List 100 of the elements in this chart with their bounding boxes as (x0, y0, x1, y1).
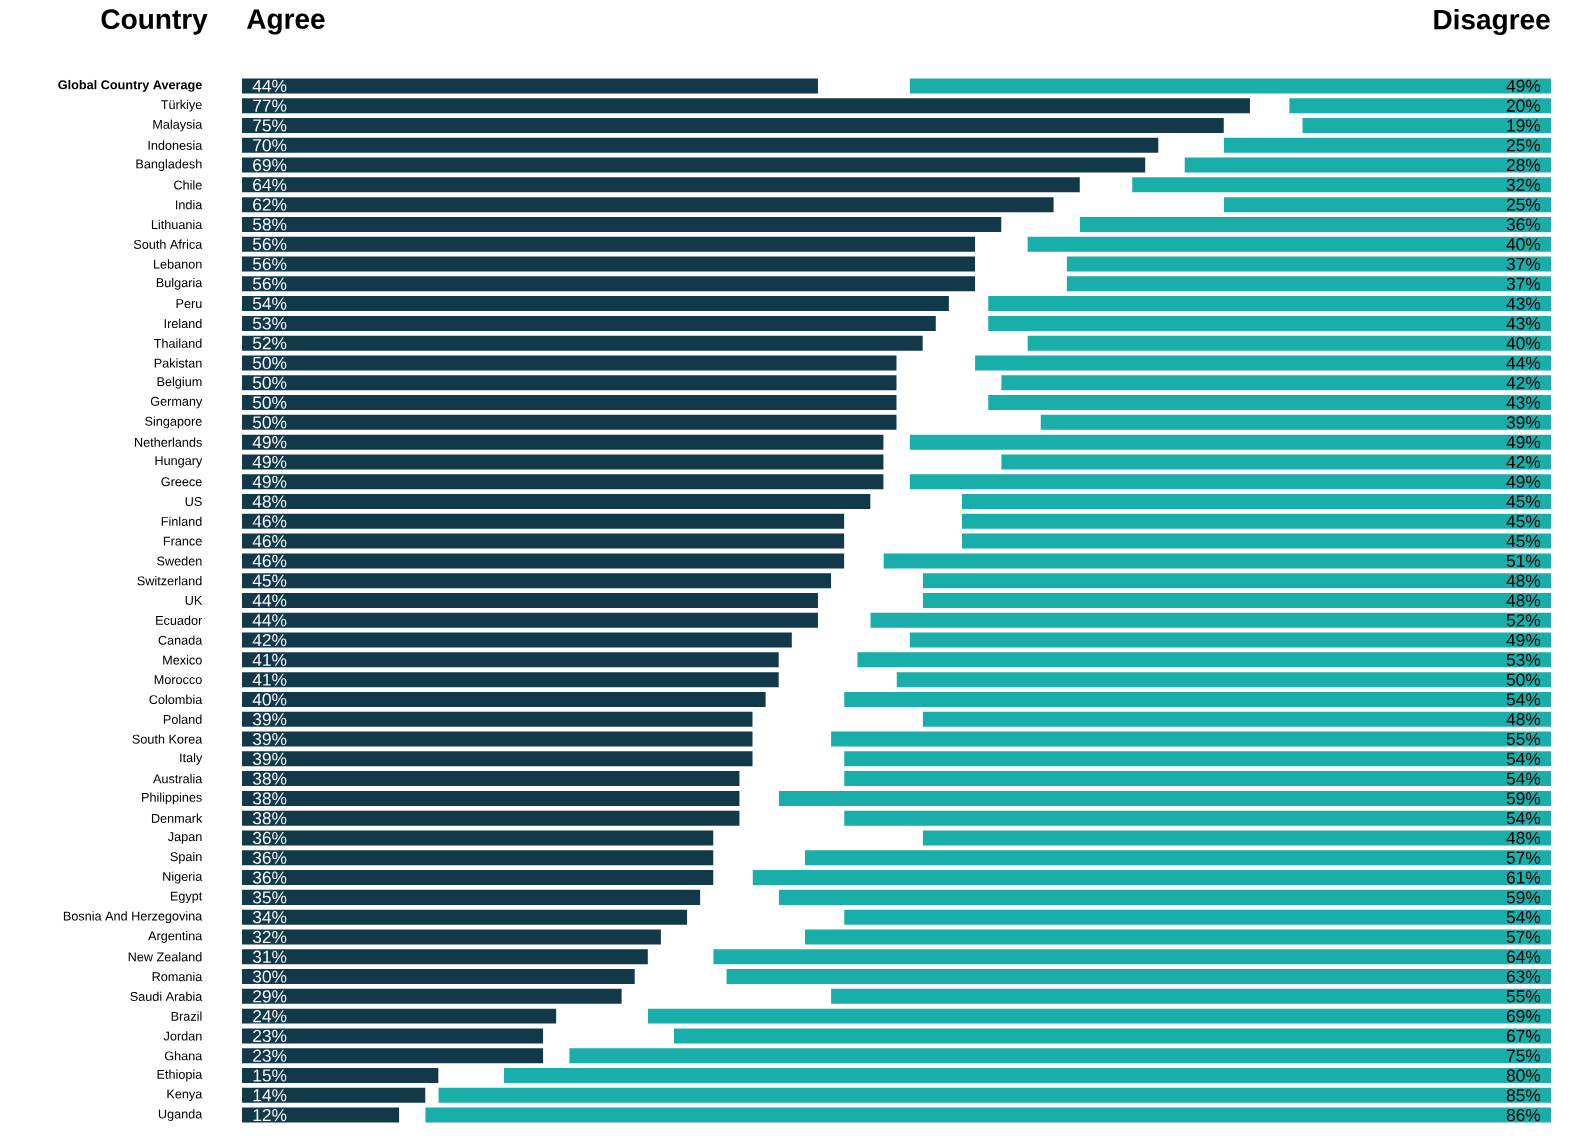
data-label: 75% (253, 119, 287, 132)
data-label: 53% (1506, 653, 1541, 666)
data-label: 51% (1506, 554, 1541, 567)
data-label: 40% (1506, 238, 1541, 251)
bar (804, 929, 1552, 945)
data-label: 40% (252, 693, 287, 706)
data-label: 36% (252, 871, 287, 884)
bar (870, 612, 1552, 628)
data-label: 54% (1506, 693, 1541, 706)
bar (242, 216, 1002, 232)
bar (896, 672, 1552, 688)
y-tick-label: Australia (153, 773, 203, 784)
bar (242, 810, 740, 826)
bar (242, 98, 1250, 114)
bar (922, 830, 1552, 846)
bar (1066, 276, 1552, 292)
bar (1001, 375, 1552, 391)
y-tick-label: Germany (150, 396, 203, 409)
bar (242, 612, 818, 628)
y-tick-label: Japan (167, 832, 202, 844)
data-label: 52% (1506, 614, 1541, 627)
bar (922, 573, 1552, 589)
bar (242, 454, 884, 470)
data-label: 45% (252, 574, 287, 587)
data-label: 49% (1506, 633, 1541, 647)
data-label: 40% (1506, 337, 1541, 350)
bar (1223, 197, 1552, 213)
data-label: 44% (252, 614, 287, 627)
y-tick-label: Philippines (142, 792, 202, 805)
y-tick-label: Ghana (164, 1051, 203, 1061)
data-label: 49% (252, 455, 287, 469)
bar (242, 553, 845, 569)
bar (242, 355, 897, 371)
bar (438, 1087, 1552, 1103)
y-tick-label: Lebanon (154, 259, 202, 269)
bar (242, 157, 1146, 173)
series-label: Agree (246, 9, 325, 35)
data-label: 38% (252, 812, 287, 825)
data-label: 37% (1506, 257, 1541, 271)
bar (425, 1107, 1552, 1123)
data-label: 39% (1506, 416, 1541, 429)
data-label: 19% (1507, 119, 1541, 132)
bar (752, 870, 1552, 886)
bar (242, 691, 766, 707)
data-label: 59% (1506, 891, 1541, 904)
data-label: 29% (253, 990, 287, 1003)
bar (844, 771, 1552, 787)
bar (1027, 335, 1552, 351)
data-label: 54% (1506, 911, 1541, 924)
bar (844, 751, 1552, 767)
data-label: 24% (253, 1010, 287, 1023)
data-label: 37% (1506, 277, 1541, 290)
data-label: 45% (1506, 535, 1541, 548)
y-tick-label: Pakistan (154, 358, 202, 368)
bar (883, 553, 1552, 569)
bar (242, 78, 818, 94)
bar (844, 810, 1552, 826)
y-tick-label: Uganda (158, 1109, 203, 1121)
bar (1027, 236, 1552, 252)
data-label: 53% (252, 317, 287, 330)
bar (673, 1028, 1552, 1044)
bar (726, 969, 1552, 985)
data-label: 39% (252, 713, 287, 726)
data-label: 49% (1506, 79, 1541, 93)
bar (569, 1048, 1552, 1064)
bar (922, 592, 1552, 608)
data-label: 62% (253, 198, 287, 211)
bar (242, 414, 897, 430)
data-label: 23% (253, 1029, 287, 1043)
bar (1289, 98, 1552, 114)
bar (242, 988, 622, 1004)
data-label: 48% (1506, 713, 1541, 726)
data-label: 25% (1506, 198, 1541, 211)
data-label: 64% (1506, 950, 1541, 963)
bar (988, 296, 1552, 312)
data-label: 50% (252, 416, 287, 429)
bar (922, 711, 1552, 727)
bar (961, 494, 1552, 510)
data-label: 54% (1506, 752, 1541, 765)
data-label: 56% (252, 238, 287, 251)
data-label: 56% (252, 257, 287, 271)
bar (242, 870, 714, 886)
y-tick-label: Netherlands (135, 437, 202, 447)
data-label: 41% (252, 653, 287, 666)
bar (242, 909, 688, 925)
data-label: 36% (1506, 218, 1541, 231)
y-tick-label: Morocco (154, 675, 202, 685)
data-label: 46% (252, 534, 287, 548)
bar (242, 929, 661, 945)
y-tick-label: Italy (180, 752, 203, 765)
y-tick-label: Ethiopia (157, 1069, 203, 1082)
data-label: 64% (253, 178, 287, 191)
data-label: 35% (252, 891, 287, 904)
y-tick-label: Jordan (163, 1031, 202, 1041)
bar (909, 632, 1552, 648)
bar (242, 494, 871, 510)
data-label: 38% (252, 772, 287, 785)
bar (242, 830, 714, 846)
bar (804, 850, 1552, 866)
bar (909, 474, 1552, 490)
